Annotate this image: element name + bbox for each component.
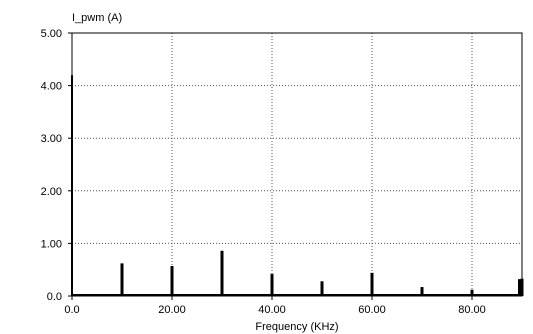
x-tick-label: 80.00	[458, 304, 486, 316]
y-tick-label: 2.00	[41, 186, 62, 198]
x-tick-label: 20.00	[158, 304, 186, 316]
spectrum-series	[71, 75, 524, 296]
y-tick-label: 3.00	[41, 133, 62, 145]
plot-frame	[71, 32, 523, 297]
grid	[72, 33, 522, 296]
y-tick-label: 5.00	[41, 28, 62, 40]
y-tick-label: 4.00	[41, 81, 62, 93]
y-axis-ticks: 0.0 1.00 2.00 3.00 4.00 5.00	[41, 28, 72, 303]
x-tick-label: 40.00	[258, 304, 286, 316]
y-axis-label: I_pwm (A)	[72, 12, 122, 24]
x-tick-label: 60.00	[358, 304, 386, 316]
y-tick-label: 0.0	[47, 291, 62, 303]
x-tick-label: 0.0	[64, 304, 79, 316]
x-axis-ticks: 0.0 20.00 40.00 60.00 80.00	[64, 296, 486, 316]
y-tick-label: 1.00	[41, 238, 62, 250]
x-axis-label: Frequency (KHz)	[255, 321, 338, 333]
